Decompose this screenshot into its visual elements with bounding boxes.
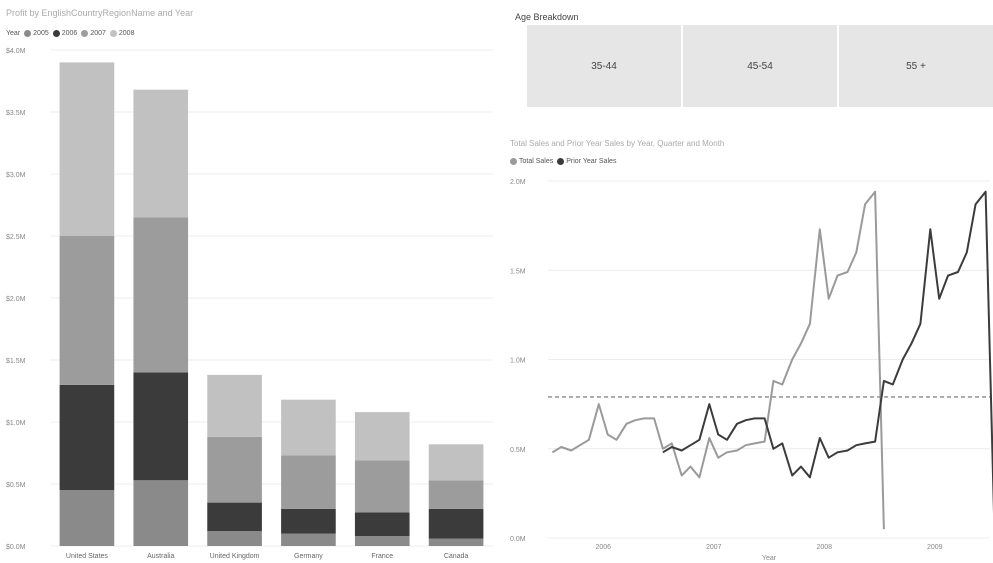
y-tick-label: 1.0M bbox=[510, 358, 526, 365]
bar-united-kingdom-2006 bbox=[207, 502, 262, 532]
line-chart: 0.0M 0.5M 1.0M 1.5M 2.0M 2006 2007 2008 2009 Year bbox=[510, 179, 993, 562]
x-tick-label: 2009 bbox=[927, 544, 943, 551]
line-series-prior-year-sales bbox=[662, 190, 993, 514]
legend-swatch-prior-year-sales bbox=[557, 158, 565, 165]
legend-label-2008: 2008 bbox=[118, 30, 135, 37]
bar-canada-2005 bbox=[428, 538, 484, 546]
bar-france-2006 bbox=[354, 512, 410, 537]
bar-australia-2006 bbox=[133, 372, 189, 481]
legend-swatch-2006 bbox=[52, 30, 60, 37]
bar-canada-2006 bbox=[428, 508, 484, 539]
bar-canada-2007 bbox=[428, 480, 484, 509]
age-breakdown-title: Age Breakdown bbox=[515, 12, 579, 22]
y-tick-label: 0.5M bbox=[510, 447, 526, 454]
bar-chart-legend: Year 2005 2006 2007 2008 bbox=[6, 30, 134, 37]
y-tick-label: 1.5M bbox=[510, 268, 526, 275]
legend-item-2007[interactable]: 2007 bbox=[81, 30, 106, 37]
y-tick-label: $1.0M bbox=[6, 420, 26, 427]
legend-item-2005[interactable]: 2005 bbox=[24, 30, 49, 37]
y-tick-label: $2.5M bbox=[6, 234, 26, 241]
age-card-45-54[interactable]: 45-54 bbox=[683, 25, 837, 107]
y-tick-label: 0.0M bbox=[510, 536, 526, 543]
legend-item-2008[interactable]: 2008 bbox=[109, 30, 135, 37]
bar-chart-title: Profit by EnglishCountryRegionName and Y… bbox=[6, 8, 194, 18]
bar-chart: $0.0M $0.5M $1.0M $1.5M $2.0M $2.5M $3.0M $3.5M… bbox=[6, 48, 493, 560]
y-tick-label: $3.0M bbox=[6, 172, 26, 179]
x-tick-label: Australia bbox=[147, 553, 174, 560]
bar-france-2008 bbox=[354, 412, 410, 461]
x-tick-label: France bbox=[371, 553, 393, 560]
bar-united-states-2005 bbox=[59, 490, 115, 546]
x-tick-label: United Kingdom bbox=[210, 553, 260, 560]
x-tick-label: United States bbox=[66, 553, 109, 560]
x-tick-label: 2007 bbox=[706, 544, 722, 551]
bar-united-states-2008 bbox=[59, 62, 115, 237]
y-tick-label: $1.5M bbox=[6, 358, 26, 365]
y-tick-label: $3.5M bbox=[6, 110, 26, 117]
legend-swatch-2005 bbox=[24, 30, 32, 37]
y-tick-label: 2.0M bbox=[510, 179, 526, 186]
legend-label-total-sales: Total Sales bbox=[519, 158, 554, 165]
legend-item-prior-year-sales[interactable]: Prior Year Sales bbox=[557, 158, 616, 165]
bar-united-states-2006 bbox=[59, 384, 115, 491]
age-card-35-44[interactable]: 35-44 bbox=[527, 25, 681, 107]
bar-germany-2007 bbox=[281, 455, 336, 509]
x-tick-label: 2008 bbox=[816, 544, 832, 551]
legend-title: Year bbox=[6, 30, 21, 37]
line-chart-legend: Total Sales Prior Year Sales bbox=[510, 158, 616, 165]
bar-australia-2005 bbox=[133, 480, 189, 546]
age-breakdown-cards: 35-44 45-54 55 + bbox=[527, 25, 993, 107]
y-tick-label: $4.0M bbox=[6, 48, 26, 55]
legend-swatch-2007 bbox=[81, 30, 89, 37]
legend-label-2005: 2005 bbox=[33, 30, 49, 37]
y-tick-label: $0.5M bbox=[6, 482, 26, 489]
legend-label-prior-year-sales: Prior Year Sales bbox=[566, 158, 617, 165]
bar-france-2007 bbox=[354, 460, 410, 513]
x-tick-label: Germany bbox=[294, 553, 323, 560]
y-tick-label: $0.0M bbox=[6, 544, 26, 551]
legend-item-total-sales[interactable]: Total Sales bbox=[510, 158, 553, 165]
legend-item-2006[interactable]: 2006 bbox=[52, 30, 78, 37]
x-axis-title: Year bbox=[762, 555, 777, 562]
bar-united-states-2007 bbox=[59, 236, 115, 385]
legend-label-2006: 2006 bbox=[61, 30, 78, 37]
bar-canada-2008 bbox=[428, 444, 484, 481]
x-tick-label: 2006 bbox=[595, 544, 611, 551]
bar-united-kingdom-2007 bbox=[207, 436, 262, 503]
bar-united-kingdom-2008 bbox=[207, 374, 262, 437]
line-series-total-sales bbox=[551, 190, 885, 530]
line-chart-title: Total Sales and Prior Year Sales by Year… bbox=[510, 139, 725, 148]
legend-swatch-total-sales bbox=[510, 158, 517, 165]
legend-label-2007: 2007 bbox=[90, 30, 106, 37]
bar-australia-2007 bbox=[133, 217, 189, 373]
bar-germany-2005 bbox=[281, 533, 336, 546]
bar-australia-2008 bbox=[133, 89, 189, 218]
legend-swatch-2008 bbox=[109, 30, 117, 37]
bar-germany-2008 bbox=[281, 399, 336, 456]
bar-united-kingdom-2005 bbox=[207, 531, 262, 546]
bar-germany-2006 bbox=[281, 508, 336, 534]
y-tick-label: $2.0M bbox=[6, 296, 26, 303]
bar-france-2005 bbox=[354, 536, 410, 546]
x-tick-label: Canada bbox=[444, 553, 469, 560]
age-card-55-plus[interactable]: 55 + bbox=[839, 25, 993, 107]
